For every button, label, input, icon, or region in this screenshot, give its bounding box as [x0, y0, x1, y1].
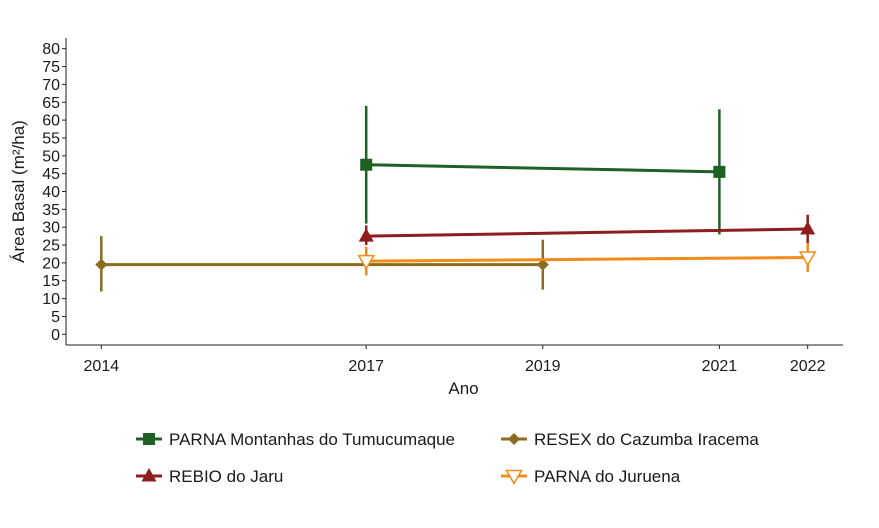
y-tick-label: 25 — [42, 238, 60, 255]
data-point — [800, 220, 816, 235]
y-tick-label: 80 — [42, 41, 60, 58]
y-tick-label: 40 — [42, 184, 60, 201]
y-tick-label: 70 — [42, 77, 60, 94]
data-point — [95, 258, 108, 271]
x-tick-label: 2014 — [84, 358, 120, 375]
y-tick-label: 35 — [42, 202, 60, 219]
y-tick-label: 45 — [42, 166, 60, 183]
x-tick-label: 2022 — [790, 358, 826, 375]
series-line — [366, 256, 808, 263]
data-point — [358, 228, 374, 242]
legend-marker — [143, 433, 155, 445]
y-tick-label: 65 — [42, 95, 60, 112]
legend-marker — [141, 468, 157, 482]
legend-marker — [505, 469, 523, 486]
legend-item: REBIO do Jaru — [136, 467, 283, 486]
data-point — [360, 158, 373, 171]
legend-item: RESEX do Cazumba Iracema — [501, 430, 759, 449]
series-line — [366, 227, 808, 238]
data-point — [536, 258, 549, 271]
legend-label: PARNA Montanhas do Tumucumaque — [169, 430, 455, 449]
x-tick-label: 2019 — [525, 358, 561, 375]
y-tick-label: 30 — [42, 220, 60, 237]
legend-marker — [508, 433, 520, 445]
legend-label: RESEX do Cazumba Iracema — [534, 430, 759, 449]
legend-label: REBIO do Jaru — [169, 467, 283, 486]
x-tick-label: 2017 — [348, 358, 384, 375]
data-point — [357, 254, 376, 271]
legend-label: PARNA do Juruena — [534, 467, 681, 486]
legend-item: PARNA Montanhas do Tumucumaque — [136, 430, 455, 449]
x-tick-label: 2021 — [702, 358, 738, 375]
y-tick-label: 55 — [42, 130, 60, 147]
y-tick-label: 10 — [42, 291, 60, 308]
legend-item: PARNA do Juruena — [501, 467, 681, 486]
y-tick-label: 75 — [42, 59, 60, 76]
y-axis-title: Área Basal (m²/ha) — [9, 120, 28, 263]
x-axis-title: Ano — [448, 379, 478, 398]
y-tick-label: 0 — [51, 327, 60, 344]
data-point — [798, 251, 817, 267]
y-tick-label: 5 — [51, 309, 60, 326]
y-tick-label: 50 — [42, 148, 60, 165]
series-3 — [357, 243, 817, 276]
legend: PARNA Montanhas do Tumucumaque RESEX do C… — [136, 430, 759, 486]
series-layer — [95, 105, 817, 292]
series-1 — [95, 236, 549, 292]
series-2 — [358, 214, 816, 246]
series-line — [366, 163, 720, 174]
series-0 — [360, 105, 726, 235]
data-point — [713, 165, 726, 178]
y-tick-label: 60 — [42, 113, 60, 130]
y-tick-label: 20 — [42, 255, 60, 272]
y-tick-label: 15 — [42, 273, 60, 290]
